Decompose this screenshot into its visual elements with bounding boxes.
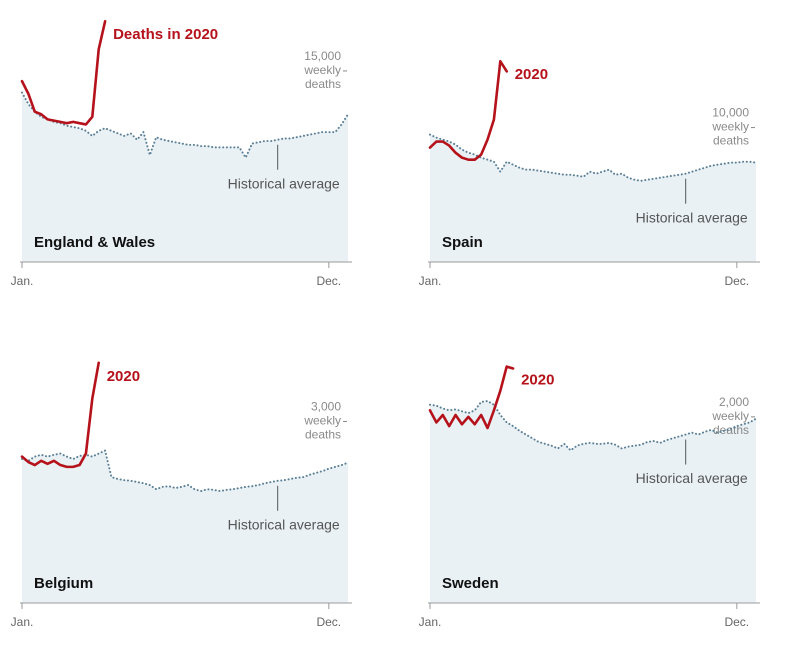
historical-area <box>22 450 348 603</box>
y-axis-label: deaths <box>305 428 341 442</box>
historical-area <box>430 134 756 262</box>
x-tick-label: Dec. <box>316 274 341 288</box>
series-label: Deaths in 2020 <box>113 26 218 43</box>
y-axis-label: deaths <box>713 134 749 148</box>
historical-line <box>21 449 349 493</box>
x-tick-label: Jan. <box>11 615 34 629</box>
y-tick-label: 3,000 <box>311 400 341 414</box>
line-2020 <box>428 59 509 161</box>
historical-area <box>22 92 348 262</box>
x-tick-label: Dec. <box>724 615 749 629</box>
series-label: Historical average <box>636 209 748 225</box>
line-2020 <box>20 361 101 469</box>
x-tick-label: Jan. <box>11 274 34 288</box>
x-tick-label: Jan. <box>419 274 442 288</box>
y-axis-label: deaths <box>305 77 341 91</box>
series-label: Historical average <box>228 175 340 191</box>
historical-area <box>430 401 756 603</box>
y-axis-label: weekly <box>303 414 341 428</box>
y-axis-label: weekly <box>303 63 341 77</box>
historical-line <box>429 133 757 182</box>
y-axis-label: weekly <box>711 120 749 134</box>
y-axis-label: deaths <box>713 423 749 437</box>
panel-title: Belgium <box>34 575 93 592</box>
y-tick-label: 10,000 <box>712 106 749 120</box>
y-axis-label: weekly <box>711 409 749 423</box>
panel-title: Spain <box>442 234 483 251</box>
series-label: Historical average <box>228 516 340 532</box>
series-label: 2020 <box>521 372 554 389</box>
y-tick-label: 15,000 <box>304 49 341 63</box>
line-2020 <box>428 365 515 430</box>
series-label: 2020 <box>107 368 140 385</box>
x-tick-label: Dec. <box>316 615 341 629</box>
historical-line <box>429 400 757 452</box>
panel-title: England & Wales <box>34 234 155 251</box>
series-label: 2020 <box>515 66 548 83</box>
panel-title: Sweden <box>442 575 499 592</box>
x-tick-label: Dec. <box>724 274 749 288</box>
x-tick-label: Jan. <box>419 615 442 629</box>
series-label: Historical average <box>636 470 748 486</box>
y-tick-label: 2,000 <box>719 395 749 409</box>
historical-line <box>21 91 349 159</box>
line-2020 <box>20 19 107 126</box>
